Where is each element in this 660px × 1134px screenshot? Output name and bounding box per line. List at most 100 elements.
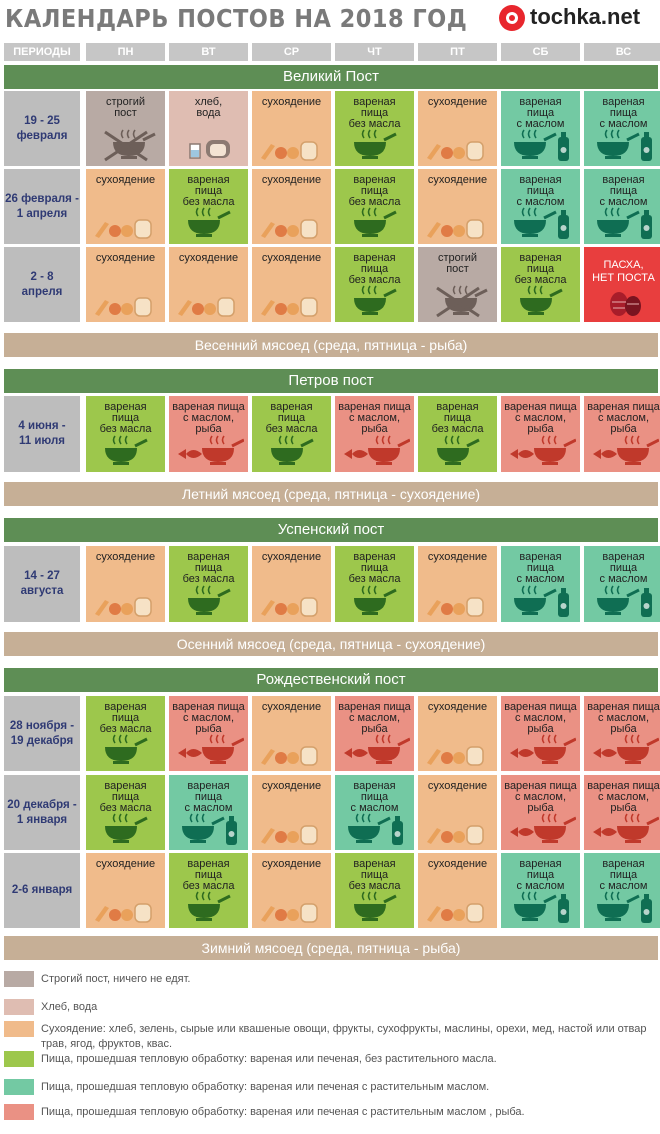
- fish-bowl-oil-icon: [501, 733, 580, 767]
- day-cell-label: вареная пища с маслом: [516, 551, 565, 585]
- bowl-oil-bottle-icon: [584, 206, 660, 240]
- bowl-icon: [335, 128, 414, 162]
- day-cell-label: вареная пища без масла: [348, 96, 401, 130]
- bowl-oil-bottle-icon: [584, 584, 660, 618]
- day-cell-label: вареная пища с маслом, рыба: [587, 701, 660, 735]
- legend-text: Пища, прошедшая тепловую обработку: варе…: [41, 1053, 497, 1065]
- day-cell-dry-eating: сухоядение: [86, 169, 165, 244]
- bowl-oil-bottle-icon: [584, 890, 660, 924]
- fruit-bread-icon: [252, 128, 331, 162]
- fruit-bread-icon: [86, 890, 165, 924]
- bowl-oil-bottle-icon: [501, 128, 580, 162]
- day-cell-dry-eating: сухоядение: [418, 775, 497, 850]
- day-cell-label: вареная пища с маслом: [516, 174, 565, 208]
- day-cell-dry-eating: сухоядение: [169, 247, 248, 322]
- day-cell-label: вареная пища с маслом, рыба: [172, 701, 245, 735]
- day-cell-boiled-no-oil: вареная пища без масла: [86, 396, 165, 472]
- day-cell-label: вареная пища без масла: [99, 780, 152, 814]
- day-cell-boiled-oil-fish: вареная пища с маслом, рыба: [501, 696, 580, 771]
- fast-section-title: Петров пост: [4, 369, 658, 393]
- day-cell-label: сухоядение: [261, 780, 322, 792]
- meat-eating-period: Осенний мясоед (среда, пятница - сухояде…: [4, 632, 658, 656]
- bowl-icon: [169, 890, 248, 924]
- day-cell-label: сухоядение: [427, 858, 488, 870]
- legend-swatch: [4, 971, 34, 987]
- day-cell-label: вареная пища с маслом: [599, 96, 648, 130]
- day-cell-dry-eating: сухоядение: [418, 696, 497, 771]
- day-cell-label: вареная пища без масла: [348, 858, 401, 892]
- fruit-bread-icon: [252, 584, 331, 618]
- bowl-oil-bottle-icon: [501, 890, 580, 924]
- day-cell-dry-eating: сухоядение: [252, 696, 331, 771]
- column-header: ВТ: [169, 43, 248, 61]
- day-cell-boiled-with-oil: вареная пища с маслом: [501, 546, 580, 622]
- day-cell-label: хлеб, вода: [194, 96, 223, 119]
- day-cell-boiled-with-oil: вареная пища с маслом: [584, 169, 660, 244]
- day-cell-dry-eating: сухоядение: [86, 853, 165, 928]
- day-cell-boiled-oil-fish: вареная пища с маслом, рыба: [584, 696, 660, 771]
- day-cell-boiled-with-oil: вареная пища с маслом: [501, 853, 580, 928]
- day-cell-boiled-with-oil: вареная пища с маслом: [335, 775, 414, 850]
- day-cell-boiled-with-oil: вареная пища с маслом: [501, 169, 580, 244]
- day-cell-label: сухоядение: [261, 96, 322, 108]
- column-header: СР: [252, 43, 331, 61]
- fruit-bread-icon: [86, 206, 165, 240]
- fruit-bread-icon: [86, 584, 165, 618]
- easter-eggs-icon: [584, 284, 660, 318]
- logo-text: tochka.net: [530, 4, 641, 29]
- bowl-oil-bottle-icon: [501, 584, 580, 618]
- day-cell-label: вареная пища без масла: [431, 401, 484, 435]
- fish-bowl-oil-icon: [501, 812, 580, 846]
- fish-bowl-oil-icon: [169, 733, 248, 767]
- day-cell-label: сухоядение: [261, 858, 322, 870]
- day-cell-bread-water: хлеб, вода: [169, 91, 248, 166]
- bowl-icon: [86, 812, 165, 846]
- day-cell-boiled-oil-fish: вареная пища с маслом, рыба: [169, 396, 248, 472]
- day-cell-label: вареная пища с маслом: [599, 551, 648, 585]
- day-cell-label: сухоядение: [427, 701, 488, 713]
- day-cell-label: сухоядение: [261, 174, 322, 186]
- column-header: СБ: [501, 43, 580, 61]
- period-label: 28 ноября - 19 декабря: [4, 696, 80, 771]
- day-cell-boiled-no-oil: вареная пища без масла: [335, 546, 414, 622]
- page-title: КАЛЕНДАРЬ ПОСТОВ НА 2018 ГОД: [5, 4, 468, 33]
- day-cell-dry-eating: сухоядение: [418, 91, 497, 166]
- day-cell-strict-fast: строгий пост: [418, 247, 497, 322]
- column-header: ВС: [584, 43, 660, 61]
- day-cell-boiled-no-oil: вареная пища без масла: [169, 853, 248, 928]
- day-cell-label: вареная пища с маслом: [599, 858, 648, 892]
- legend-swatch: [4, 1051, 34, 1067]
- day-cell-boiled-no-oil: вареная пища без масла: [501, 247, 580, 322]
- day-cell-boiled-oil-fish: вареная пища с маслом, рыба: [169, 696, 248, 771]
- legend-text: Пища, прошедшая тепловую обработку: варе…: [41, 1106, 525, 1118]
- period-label: 4 июня - 11 июля: [4, 396, 80, 472]
- day-cell-label: вареная пища с маслом: [350, 780, 399, 814]
- logo: tochka.net: [499, 3, 659, 33]
- period-label: 26 февраля - 1 апреля: [4, 169, 80, 244]
- day-cell-label: вареная пища с маслом: [599, 174, 648, 208]
- day-cell-dry-eating: сухоядение: [252, 91, 331, 166]
- day-cell-dry-eating: сухоядение: [418, 169, 497, 244]
- day-cell-boiled-no-oil: вареная пища без масла: [169, 546, 248, 622]
- day-cell-label: вареная пища с маслом: [184, 780, 233, 814]
- bowl-oil-bottle-icon: [584, 128, 660, 162]
- fish-bowl-oil-icon: [501, 434, 580, 468]
- bowl-icon: [335, 584, 414, 618]
- fish-bowl-oil-icon: [584, 434, 660, 468]
- day-cell-label: вареная пища без масла: [348, 551, 401, 585]
- day-cell-label: вареная пища без масла: [514, 252, 567, 286]
- day-cell-label: вареная пища без масла: [99, 401, 152, 435]
- legend-swatch: [4, 1021, 34, 1037]
- period-label: 19 - 25 февраля: [4, 91, 80, 166]
- day-cell-label: вареная пища без масла: [182, 551, 235, 585]
- bowl-icon: [169, 206, 248, 240]
- bowl-icon: [252, 434, 331, 468]
- day-cell-label: вареная пища без масла: [348, 252, 401, 286]
- day-cell-boiled-no-oil: вареная пища без масла: [169, 169, 248, 244]
- bowl-icon: [86, 733, 165, 767]
- day-cell-boiled-with-oil: вареная пища с маслом: [169, 775, 248, 850]
- day-cell-boiled-no-oil: вареная пища без масла: [335, 169, 414, 244]
- period-label: 20 декабря - 1 января: [4, 775, 80, 850]
- period-label: 14 - 27 августа: [4, 546, 80, 622]
- day-cell-label: вареная пища с маслом: [516, 858, 565, 892]
